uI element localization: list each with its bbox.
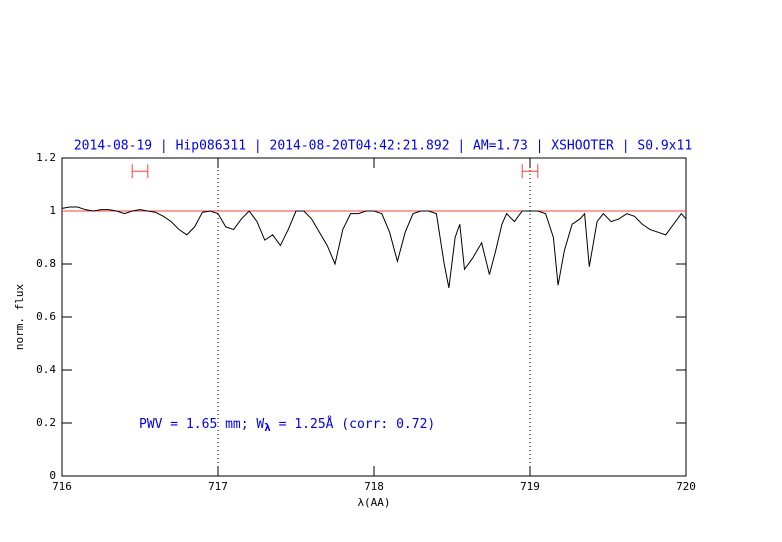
- range-marker: [131, 164, 149, 179]
- x-tick-label: 719: [520, 480, 540, 493]
- y-tick-label: 0.2: [36, 416, 56, 429]
- x-tick-label: 720: [676, 480, 696, 493]
- y-tick-label: 1: [49, 204, 56, 217]
- annotation-text: PWV = 1.65 mm; W: [139, 417, 264, 432]
- x-axis-label: λ(AA): [357, 496, 390, 509]
- y-tick-label: 1.2: [36, 151, 56, 164]
- annotation: PWV = 1.65 mm; Wλ = 1.25Å (corr: 0.72): [139, 416, 435, 435]
- annotation-text: = 1.25Å (corr: 0.72): [271, 416, 435, 432]
- y-tick-label: 0.8: [36, 257, 56, 270]
- range-marker: [521, 164, 539, 179]
- chart-title: 2014-08-19 | Hip086311 | 2014-08-20T04:4…: [74, 139, 692, 154]
- x-tick-label: 716: [52, 480, 72, 493]
- y-tick-label: 0.6: [36, 310, 56, 323]
- y-axis-label: norm. flux: [13, 284, 26, 351]
- x-tick-label: 717: [208, 480, 228, 493]
- x-tick-label: 718: [364, 480, 384, 493]
- y-tick-label: 0.4: [36, 363, 56, 376]
- spectrum-line: [61, 206, 687, 288]
- annotation-subscript: λ: [264, 421, 271, 434]
- y-tick-label: 0: [49, 469, 56, 482]
